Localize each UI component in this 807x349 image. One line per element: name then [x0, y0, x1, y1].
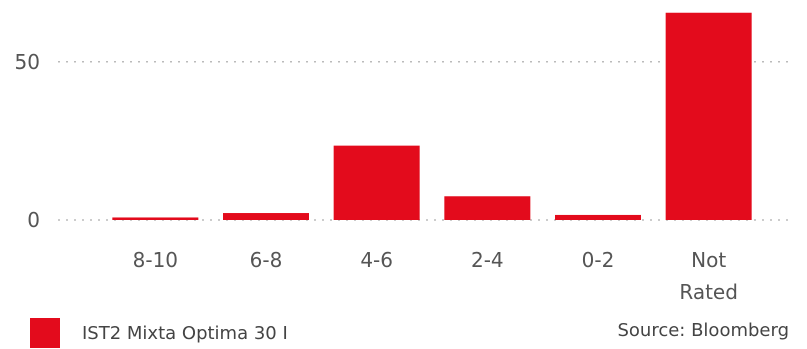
legend-swatch	[30, 318, 60, 348]
bars	[112, 12, 752, 221]
x-tick-label: 4-6	[360, 248, 393, 272]
bar-0-2	[555, 214, 641, 220]
bar-4-6	[333, 145, 420, 220]
x-tick-label: 2-4	[471, 248, 504, 272]
x-tick-label: Not Rated	[679, 248, 738, 304]
x-tick-label: 8-10	[133, 248, 178, 272]
bar-6-8	[223, 213, 309, 220]
x-tick-label: 0-2	[582, 248, 615, 272]
legend-label: IST2 Mixta Optima 30 I	[82, 322, 288, 344]
bar-2-4	[444, 196, 531, 220]
bar-not-rated	[665, 12, 752, 221]
y-tick-label: 0	[27, 208, 40, 232]
legend: IST2 Mixta Optima 30 I	[30, 318, 288, 348]
source-note: Source: Bloomberg	[617, 320, 789, 341]
y-tick-label: 50	[15, 50, 40, 74]
bar-8-10	[112, 217, 199, 220]
x-axis-ticks: 8-10 6-8 4-6 2-4 0-2 Not Rated	[133, 248, 738, 304]
y-axis-ticks: 0 50	[15, 50, 40, 232]
x-tick-label: 6-8	[250, 248, 283, 272]
